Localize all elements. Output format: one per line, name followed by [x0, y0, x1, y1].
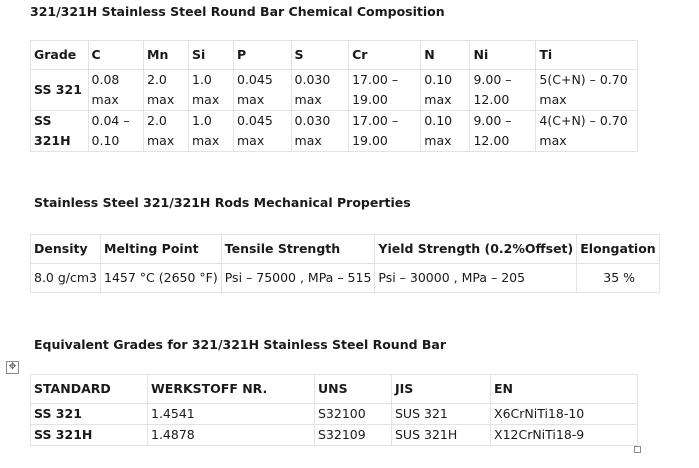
table-cell: SUS 321	[391, 403, 491, 425]
table-cell: S32109	[314, 424, 392, 446]
header-en: EN	[490, 374, 638, 404]
table-cell: 0.10 max	[420, 69, 471, 111]
chemical-table: Grade C Mn Si P S Cr N Ni Ti SS 321 0.08…	[30, 40, 638, 152]
table-row: SS 321H 1.4878 S32109 SUS 321H X12CrNiTi…	[30, 424, 638, 446]
table-cell: 1.4541	[147, 403, 315, 425]
header-werkstoff: WERKSTOFF NR.	[147, 374, 315, 404]
header-standard: STANDARD	[30, 374, 148, 404]
header-jis: JIS	[391, 374, 491, 404]
mechanical-title: Stainless Steel 321/321H Rods Mechanical…	[34, 195, 411, 210]
table-cell: 0.045 max	[233, 110, 292, 152]
move-handle-icon[interactable]: ✥	[6, 361, 19, 374]
table-cell: 0.030 max	[290, 110, 350, 152]
header-cr: Cr	[348, 40, 422, 70]
header-p: P	[233, 40, 292, 70]
equivalent-title: Equivalent Grades for 321/321H Stainless…	[34, 337, 447, 352]
table-row: 8.0 g/cm3 1457 °C (2650 °F) Psi – 75000 …	[29, 263, 660, 293]
table-cell: 1.0 max	[188, 110, 234, 152]
grade-cell: SS 321H	[30, 110, 89, 152]
table-cell: SUS 321H	[391, 424, 491, 446]
grade-cell: SS 321	[30, 69, 89, 111]
table-cell: 9.00 – 12.00	[469, 110, 537, 152]
table-cell: 0.10 max	[420, 110, 471, 152]
table-row: SS 321 0.08 max 2.0 max 1.0 max 0.045 ma…	[30, 69, 638, 111]
mechanical-table: Density Melting Point Tensile Strength Y…	[29, 234, 660, 293]
chemical-header-row: Grade C Mn Si P S Cr N Ni Ti	[30, 40, 638, 70]
table-cell: SS 321	[30, 403, 148, 425]
table-cell: 4(C+N) – 0.70 max	[535, 110, 638, 152]
header-s: S	[290, 40, 350, 70]
table-row: SS 321 1.4541 S32100 SUS 321 X6CrNiTi18-…	[30, 403, 638, 425]
table-cell: 17.00 – 19.00	[348, 110, 422, 152]
table-cell: 0.04 – 0.10	[87, 110, 145, 152]
table-cell: 17.00 – 19.00	[348, 69, 422, 111]
table-cell: S32100	[314, 403, 392, 425]
header-n: N	[420, 40, 471, 70]
table-row: SS 321H 0.04 – 0.10 2.0 max 1.0 max 0.04…	[30, 110, 638, 152]
table-cell: 0.030 max	[290, 69, 350, 111]
table-cell: 1.0 max	[188, 69, 234, 111]
header-ti: Ti	[535, 40, 638, 70]
equivalent-header-row: STANDARD WERKSTOFF NR. UNS JIS EN	[30, 374, 638, 404]
header-grade: Grade	[30, 40, 89, 70]
table-cell: X6CrNiTi18-10	[490, 403, 638, 425]
header-yield-strength: Yield Strength (0.2%Offset)	[374, 234, 578, 264]
header-melting-point: Melting Point	[100, 234, 222, 264]
table-cell: X12CrNiTi18-9	[490, 424, 638, 446]
header-elongation: Elongation	[576, 234, 660, 264]
header-tensile-strength: Tensile Strength	[220, 234, 376, 264]
table-cell: Psi – 75000 , MPa – 515	[220, 263, 376, 293]
table-cell: 1.4878	[147, 424, 315, 446]
header-ni: Ni	[469, 40, 537, 70]
header-c: C	[87, 40, 145, 70]
table-cell: SS 321H	[30, 424, 148, 446]
table-cell: 1457 °C (2650 °F)	[100, 263, 222, 293]
table-cell: 8.0 g/cm3	[29, 263, 102, 293]
chemical-title: 321/321H Stainless Steel Round Bar Chemi…	[30, 4, 445, 19]
table-cell: 35 %	[576, 263, 660, 293]
table-cell: 0.08 max	[87, 69, 145, 111]
table-cell: 5(C+N) – 0.70 max	[535, 69, 638, 111]
table-cell: 2.0 max	[143, 69, 189, 111]
resize-handle-icon[interactable]	[634, 446, 641, 453]
header-si: Si	[188, 40, 234, 70]
table-cell: 0.045 max	[233, 69, 292, 111]
table-cell: 2.0 max	[143, 110, 189, 152]
equivalent-table: STANDARD WERKSTOFF NR. UNS JIS EN SS 321…	[30, 374, 638, 446]
table-cell: Psi – 30000 , MPa – 205	[374, 263, 578, 293]
table-cell: 9.00 – 12.00	[469, 69, 537, 111]
header-density: Density	[29, 234, 102, 264]
header-mn: Mn	[143, 40, 189, 70]
header-uns: UNS	[314, 374, 392, 404]
mechanical-header-row: Density Melting Point Tensile Strength Y…	[29, 234, 660, 264]
